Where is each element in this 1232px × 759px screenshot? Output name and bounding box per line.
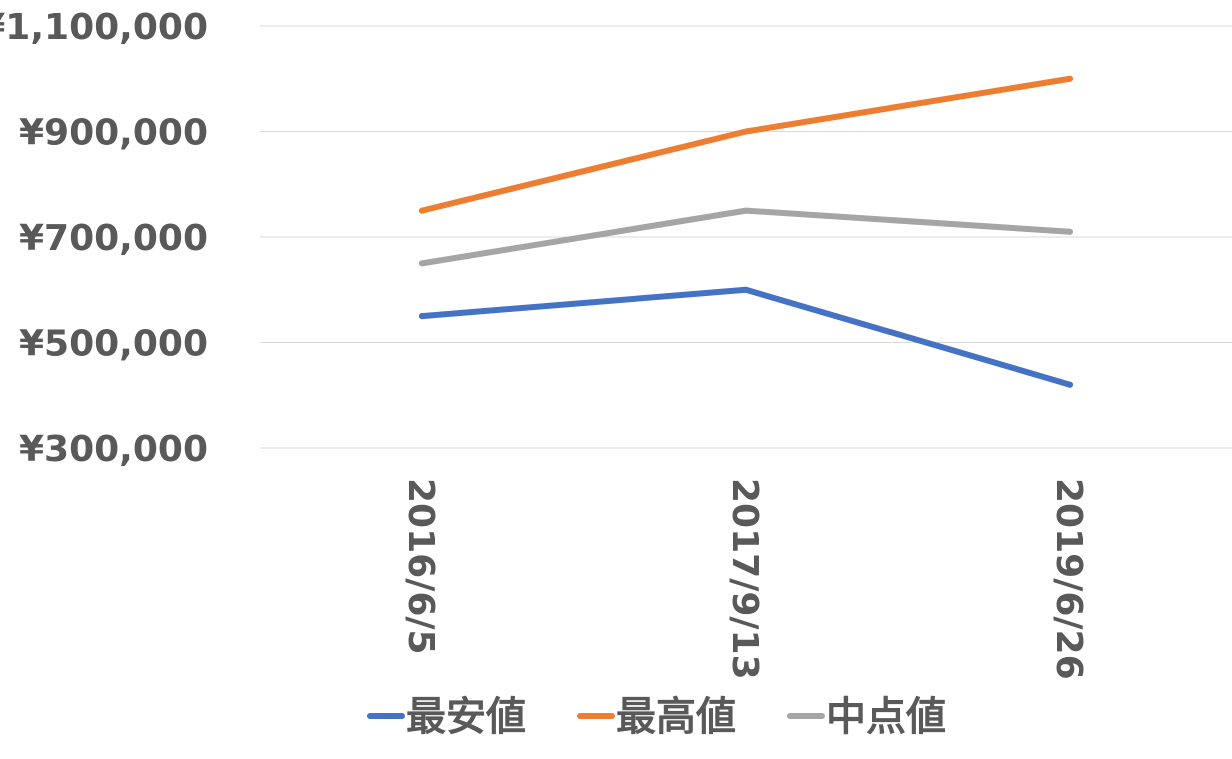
series-line-0 (419, 286, 1073, 388)
legend-label: 最安値 (406, 694, 526, 740)
y-tick-label: ¥900,000 (19, 113, 208, 154)
y-tick-label: ¥300,000 (19, 429, 208, 470)
y-axis-ticks: ¥300,000 ¥500,000 ¥700,000 ¥900,000 ¥1,100,0… (0, 7, 208, 470)
data-point (1067, 381, 1073, 388)
x-axis-ticks: 2016/6/5 2017/9/13 2019/6/26 (400, 478, 1089, 680)
legend-item: 最安値 (367, 694, 526, 740)
data-point (1067, 75, 1073, 82)
legend-label: 最高値 (616, 694, 736, 740)
y-tick-label: ¥500,000 (19, 324, 208, 365)
legend-item: 中点値 (787, 694, 946, 740)
x-tick-label: 2016/6/5 (400, 478, 441, 655)
x-tick-label: 2017/9/13 (724, 478, 765, 680)
data-point (419, 260, 425, 267)
data-point (743, 207, 749, 214)
legend-label: 中点値 (826, 694, 946, 740)
series-lines (419, 75, 1073, 388)
data-point (419, 313, 425, 320)
series-line-1 (419, 75, 1073, 214)
gridlines (260, 25, 1232, 449)
data-point (743, 128, 749, 135)
data-point (743, 286, 749, 293)
data-point (419, 207, 425, 214)
y-tick-label: ¥1,100,000 (0, 7, 208, 48)
y-tick-label: ¥700,000 (19, 218, 208, 259)
legend: 最安値 最高値 中点値 (367, 694, 946, 740)
data-point (1067, 228, 1073, 235)
legend-item: 最高値 (577, 694, 736, 740)
x-tick-label: 2019/6/26 (1048, 478, 1089, 680)
